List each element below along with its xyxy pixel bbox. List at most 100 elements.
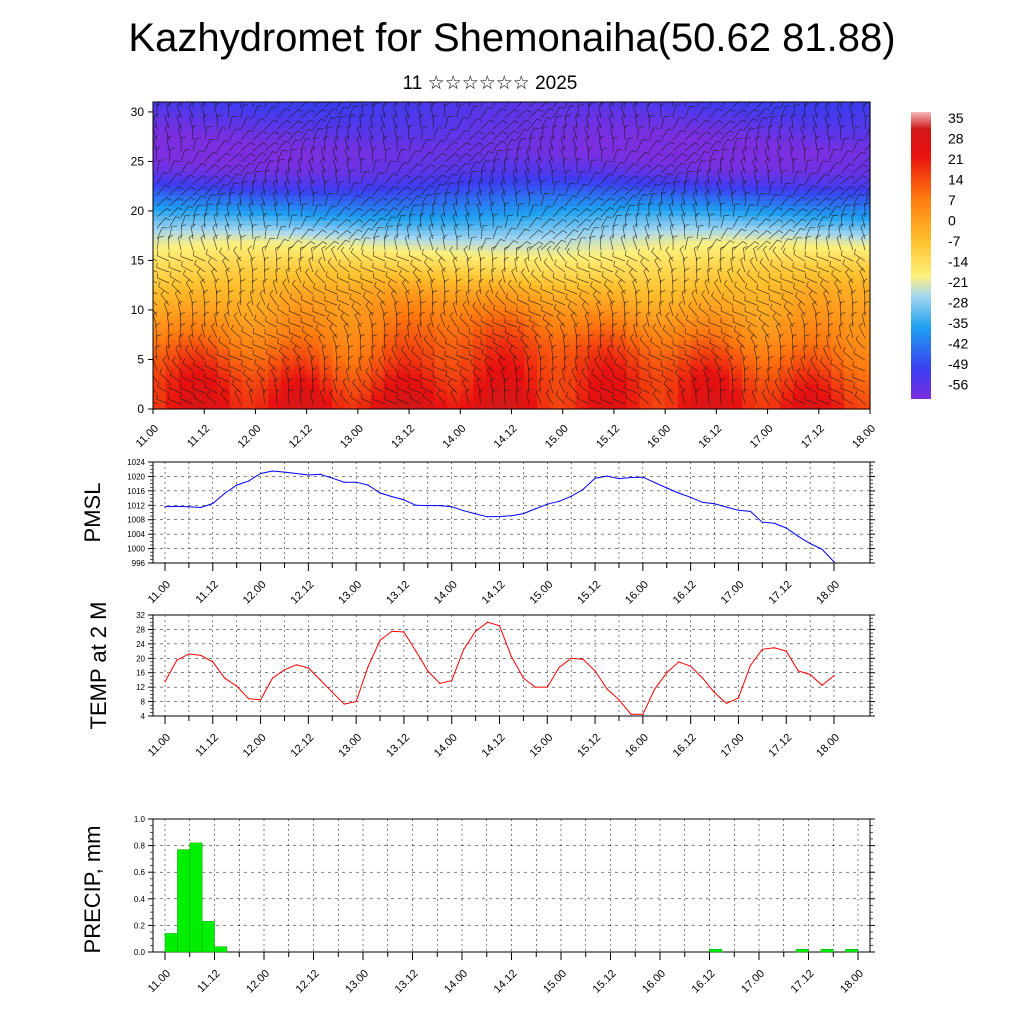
- heatmap-cell: [741, 334, 756, 341]
- heatmap-cell: [805, 399, 820, 405]
- heatmap-cell: [537, 215, 551, 222]
- heatmap-cell: [434, 121, 449, 128]
- heatmap-cell: [293, 240, 308, 247]
- wind-barb: [156, 237, 160, 251]
- heatmap-cell: [613, 235, 628, 242]
- heatmap-cell: [805, 339, 820, 346]
- wind-barb-flag: [279, 291, 283, 297]
- heatmap-cell: [242, 295, 257, 301]
- wind-barb-flag: [175, 216, 181, 219]
- heatmap-cell: [460, 374, 474, 380]
- heatmap-cell: [805, 374, 820, 380]
- heatmap-cell: [217, 369, 231, 375]
- wind-barb-flag: [254, 93, 259, 94]
- wind-barb-flag: [453, 300, 458, 304]
- colorbar: [911, 112, 931, 399]
- heatmap-cell: [511, 186, 525, 192]
- heatmap-cell: [588, 374, 602, 380]
- heatmap-cell: [767, 354, 781, 361]
- heatmap-cell: [665, 161, 679, 167]
- wind-barb-flag: [378, 226, 384, 229]
- wind-barb: [358, 358, 362, 372]
- heatmap-cell: [434, 399, 449, 405]
- heatmap-cell: [716, 394, 730, 400]
- heatmap-cell: [370, 196, 385, 202]
- wind-barb-flag: [342, 194, 348, 196]
- heatmap-cell: [588, 349, 602, 356]
- heatmap-cell: [357, 280, 372, 286]
- wind-barb-flag: [327, 258, 332, 263]
- heatmap-cell: [562, 260, 577, 266]
- heatmap-cell: [409, 161, 423, 167]
- heatmap-cell: [729, 102, 743, 108]
- heatmap-cell: [844, 176, 858, 182]
- heatmap-cell: [575, 205, 589, 212]
- heatmap-cell: [268, 339, 282, 346]
- wind-barb-flag: [180, 323, 186, 326]
- heatmap-cell: [281, 210, 295, 217]
- heatmap-cell: [396, 250, 410, 257]
- heatmap-cell: [281, 205, 295, 212]
- heatmap-cell: [460, 404, 474, 410]
- heatmap-cell: [780, 131, 794, 138]
- heatmap-cell: [831, 255, 845, 262]
- heatmap-cell: [613, 205, 628, 212]
- heatmap-cell: [844, 111, 858, 118]
- heatmap-cell: [485, 324, 500, 331]
- heatmap-cell: [613, 305, 628, 311]
- heatmap-cell: [421, 116, 436, 123]
- heatmap-cell: [332, 399, 346, 405]
- wind-barb-flag: [310, 355, 316, 359]
- heatmap-cell: [153, 215, 167, 222]
- wind-barb-flag: [226, 234, 232, 238]
- heatmap-cell: [293, 116, 308, 123]
- heatmap-cell: [729, 290, 743, 296]
- wind-barb-flag: [277, 337, 279, 343]
- wind-barb-flag: [269, 290, 274, 295]
- heatmap-cell: [575, 220, 589, 227]
- heatmap-cell: [805, 230, 820, 237]
- wind-barb: [287, 159, 290, 174]
- heatmap-cell: [690, 126, 705, 133]
- wind-barb-flag: [284, 179, 290, 183]
- heatmap-cell: [575, 349, 589, 356]
- heatmap-cell: [601, 354, 615, 361]
- heatmap-cell: [434, 339, 449, 346]
- heatmap-cell: [857, 354, 871, 361]
- heatmap-cell: [588, 116, 602, 123]
- heatmap-cell: [703, 220, 717, 227]
- heatmap-cell: [421, 324, 436, 331]
- wind-barb-flag: [427, 267, 432, 272]
- heatmap-cell: [729, 151, 743, 158]
- wind-barb-flag: [457, 360, 459, 366]
- heatmap-cell: [396, 171, 410, 177]
- heatmap-cell: [217, 404, 231, 410]
- heatmap-cell: [511, 141, 525, 148]
- heatmap-cell: [357, 196, 372, 202]
- wind-barb: [365, 371, 374, 383]
- heatmap-cell: [345, 314, 359, 321]
- heatmap-cell: [511, 225, 525, 232]
- wind-barb-flag: [339, 390, 343, 395]
- heatmap-cell: [332, 240, 346, 247]
- heatmap-cell: [498, 260, 513, 266]
- wind-barb-flag: [315, 324, 319, 330]
- heatmap-cell: [767, 394, 781, 400]
- wind-barb-flag: [410, 259, 413, 265]
- heatmap-cell: [447, 220, 461, 227]
- wind-barb: [237, 226, 242, 240]
- heatmap-cell: [524, 369, 538, 375]
- heatmap-cell: [153, 314, 167, 321]
- wind-barb: [205, 253, 218, 262]
- heatmap-cell: [626, 111, 641, 118]
- heatmap-cell: [306, 106, 321, 113]
- heatmap-cell: [345, 126, 359, 133]
- heatmap-cell: [652, 220, 666, 227]
- heatmap-cell: [537, 116, 551, 123]
- wind-barb-flag: [349, 169, 355, 172]
- wind-barb-flag: [332, 146, 338, 150]
- wind-barb-flag: [398, 269, 402, 275]
- heatmap-cell: [370, 191, 385, 197]
- heatmap-cell: [857, 210, 871, 217]
- wind-barb: [462, 304, 470, 317]
